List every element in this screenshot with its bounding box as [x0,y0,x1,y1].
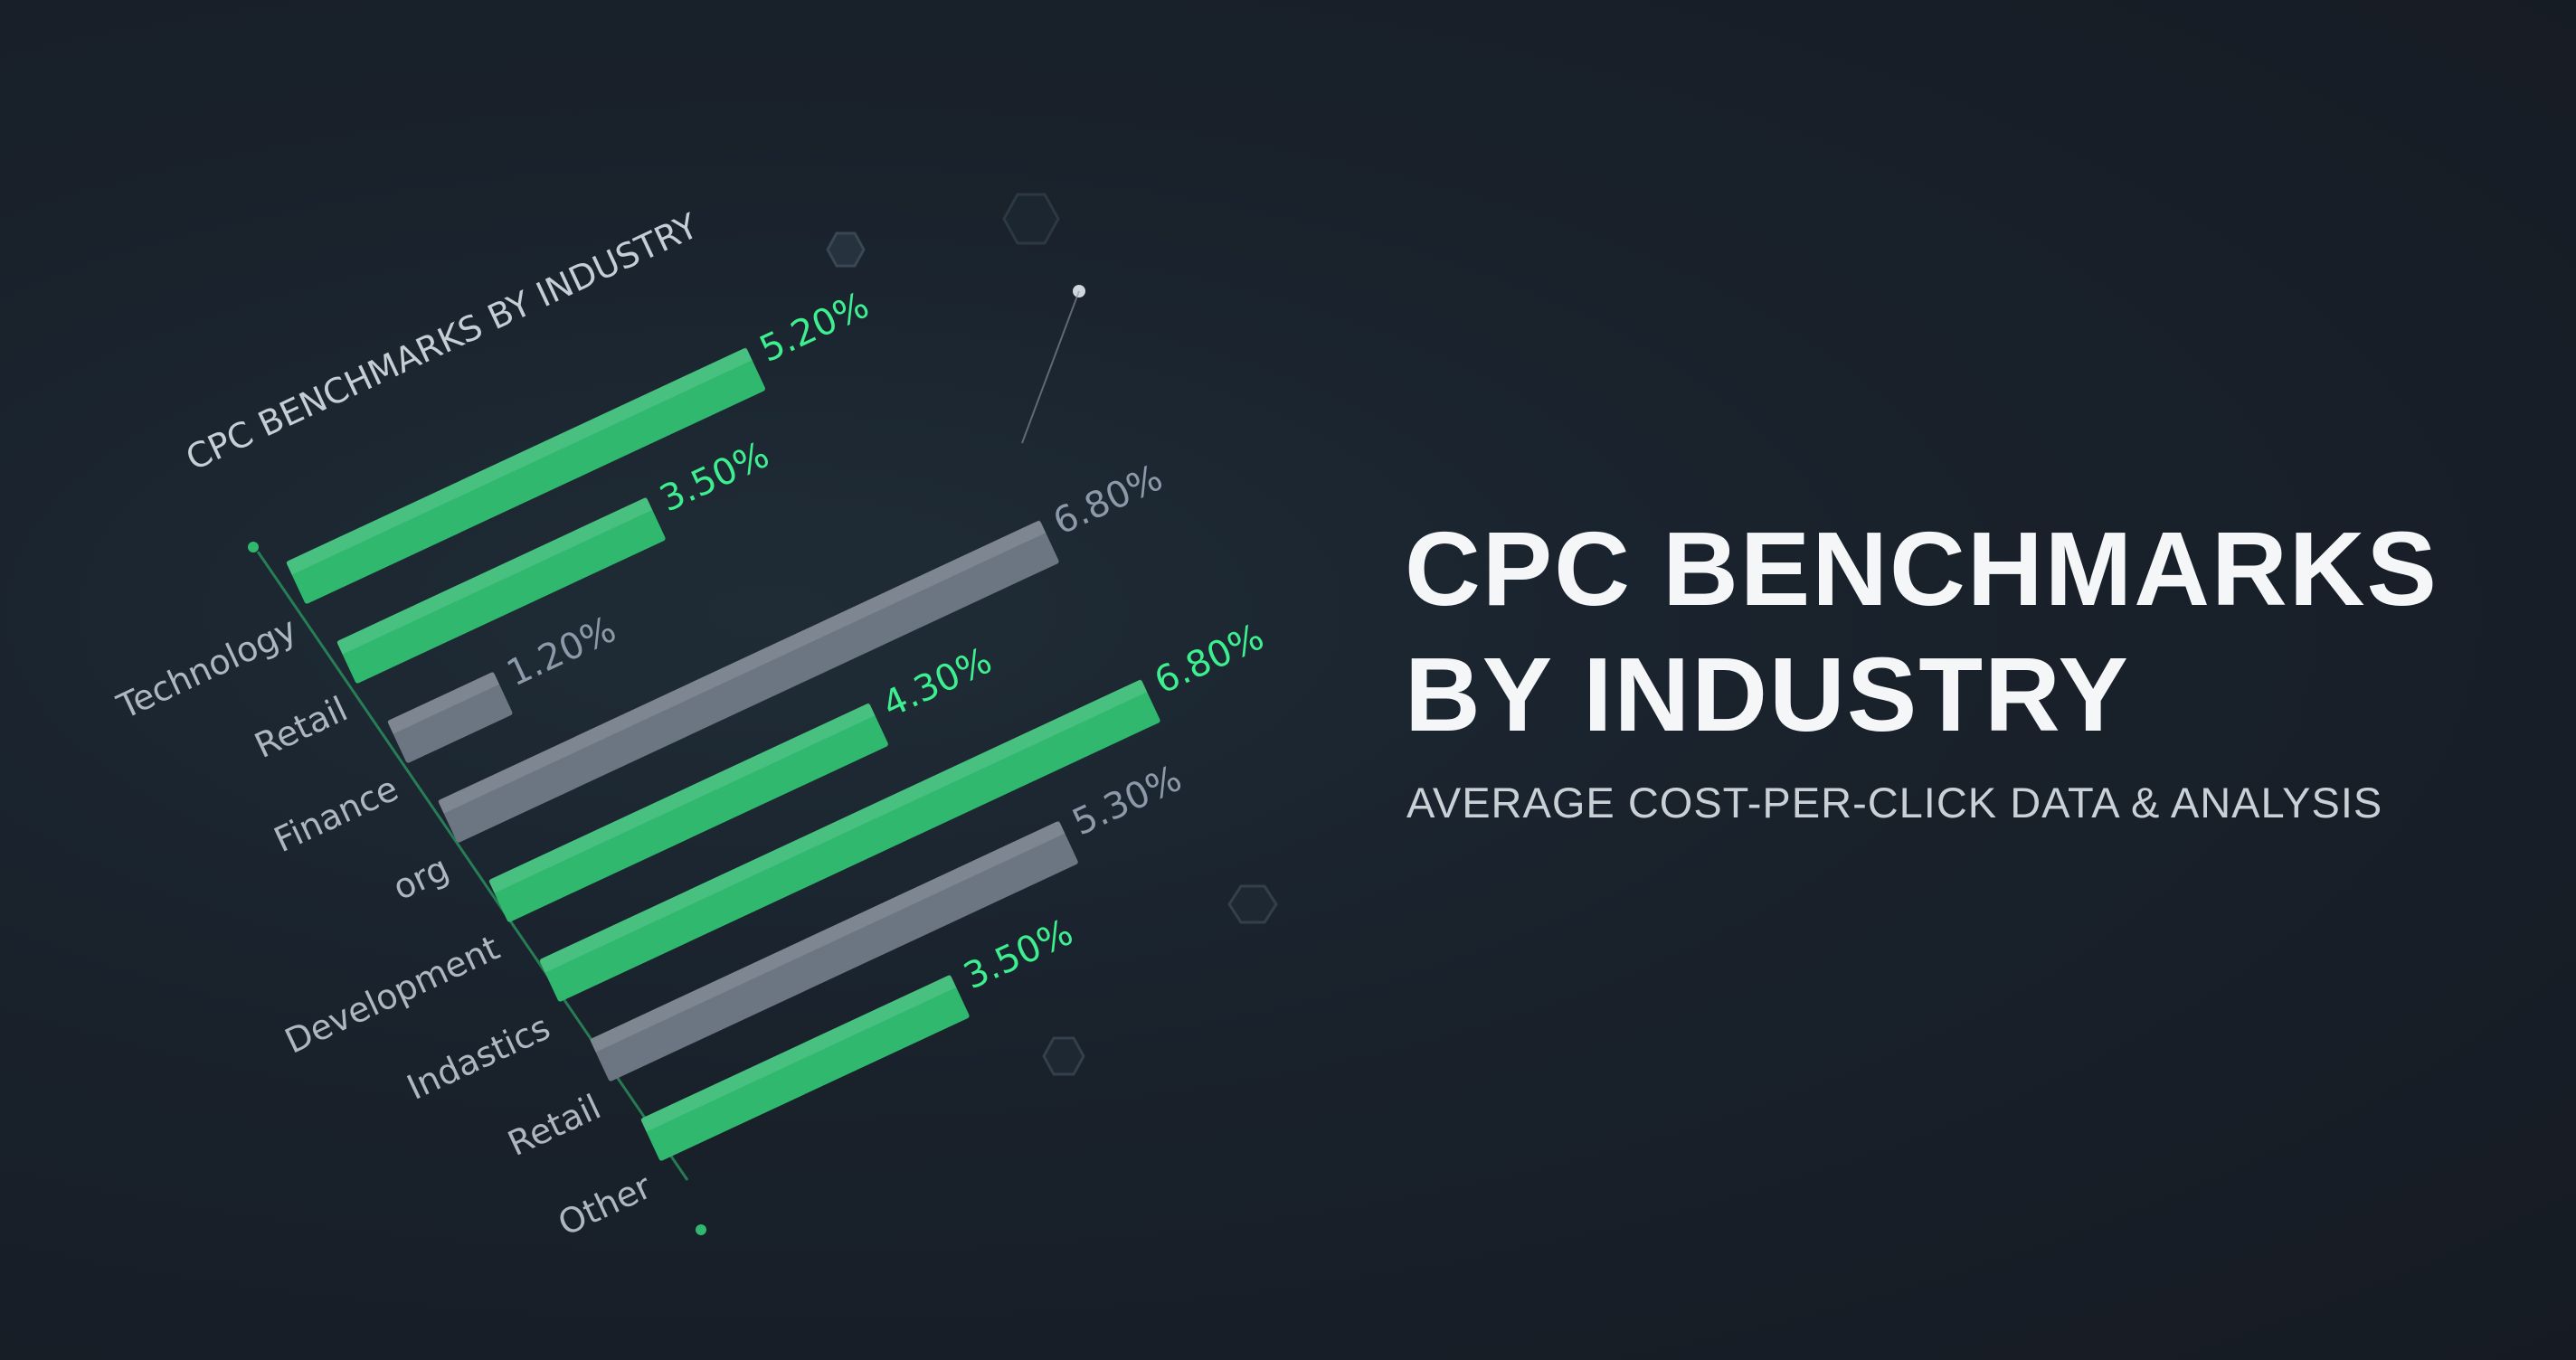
dot [696,1224,706,1235]
value-label: 1.20% [501,609,623,694]
value-label: 5.20% [753,285,876,371]
bar-highlight [336,496,653,655]
bar [336,497,666,684]
connector [1021,290,1080,444]
category-label: Other [552,1166,658,1244]
value-label: 5.30% [1066,758,1189,844]
bar-highlight [539,679,1148,973]
hexagon [1042,1036,1085,1076]
bar-highlight [488,703,876,893]
category-label: Finance [268,769,403,860]
category-label: Indastics [401,1007,555,1108]
bar [286,348,765,604]
bar-highlight [640,974,957,1132]
value-label: 6.80% [1149,616,1271,702]
value-label: 3.50% [958,911,1080,997]
bar [590,821,1078,1081]
value-label: 3.50% [654,434,776,520]
hexagon [1002,193,1060,245]
bar [387,672,513,763]
heading: CPC BENCHMARKS BY INDUSTRY [1405,510,2439,754]
hexagon [1227,884,1278,924]
bar-highlight [387,671,500,734]
bar-highlight [590,820,1065,1053]
bar [539,680,1160,1002]
category-label: Technology [110,609,302,727]
category-label: org [387,848,455,908]
value-label: 4.30% [876,640,999,726]
category-label: Retail [502,1087,607,1164]
category-label: Retail [249,689,354,766]
bar [438,521,1059,843]
bar [488,704,888,922]
bar-highlight [438,520,1046,814]
hexagon [826,231,866,268]
bar-highlight [286,347,753,575]
bar [640,975,970,1161]
bar-group: 5.30% Retail [502,758,1189,1164]
dot [248,542,259,552]
chart: CPC BENCHMARKS BY INDUSTRY 5.20%Technolo… [110,193,1278,1244]
subtitle: AVERAGE COST-PER-CLICK DATA & ANALYSIS [1406,779,2383,826]
value-label: 6.80% [1047,457,1170,543]
